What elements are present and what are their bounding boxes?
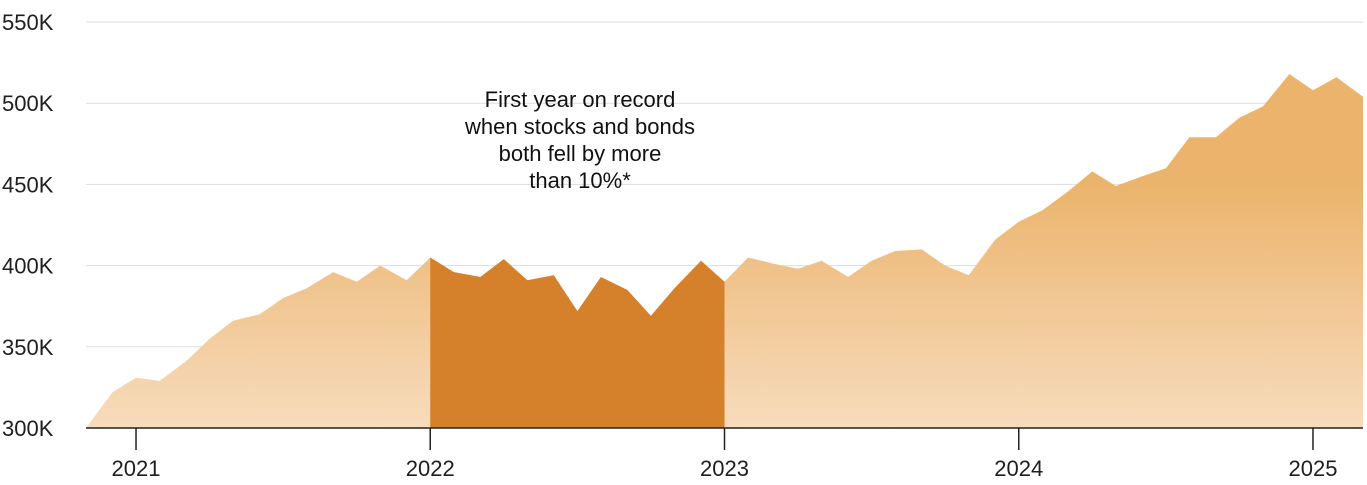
x-axis-labels: 2021 2022 2023 2024 2025 (112, 456, 1338, 481)
x-tick-label: 2025 (1289, 456, 1338, 481)
annotation-line-1: First year on record (484, 87, 676, 112)
x-tick-label: 2021 (112, 456, 161, 481)
y-tick-label: 300K (2, 416, 54, 441)
y-tick-label: 550K (2, 10, 54, 35)
y-tick-label: 400K (2, 254, 54, 279)
y-tick-label: 450K (2, 172, 54, 197)
x-tick-label: 2024 (994, 456, 1043, 481)
annotation-line-2: when stocks and bonds (465, 114, 695, 139)
x-tick-label: 2023 (700, 456, 749, 481)
y-tick-label: 350K (2, 335, 54, 360)
annotation-line-4: than 10%* (529, 168, 631, 193)
x-tick-label: 2022 (406, 456, 455, 481)
highlight-2022-area (430, 257, 725, 428)
series-area (86, 74, 1363, 428)
y-axis-labels: 300K 350K 400K 450K 500K 550K (2, 10, 54, 441)
y-tick-label: 500K (2, 91, 54, 116)
x-axis (86, 427, 1363, 450)
annotation-line-3: both fell by more (498, 141, 662, 166)
annotation-2022: First year on record when stocks and bon… (410, 86, 750, 194)
